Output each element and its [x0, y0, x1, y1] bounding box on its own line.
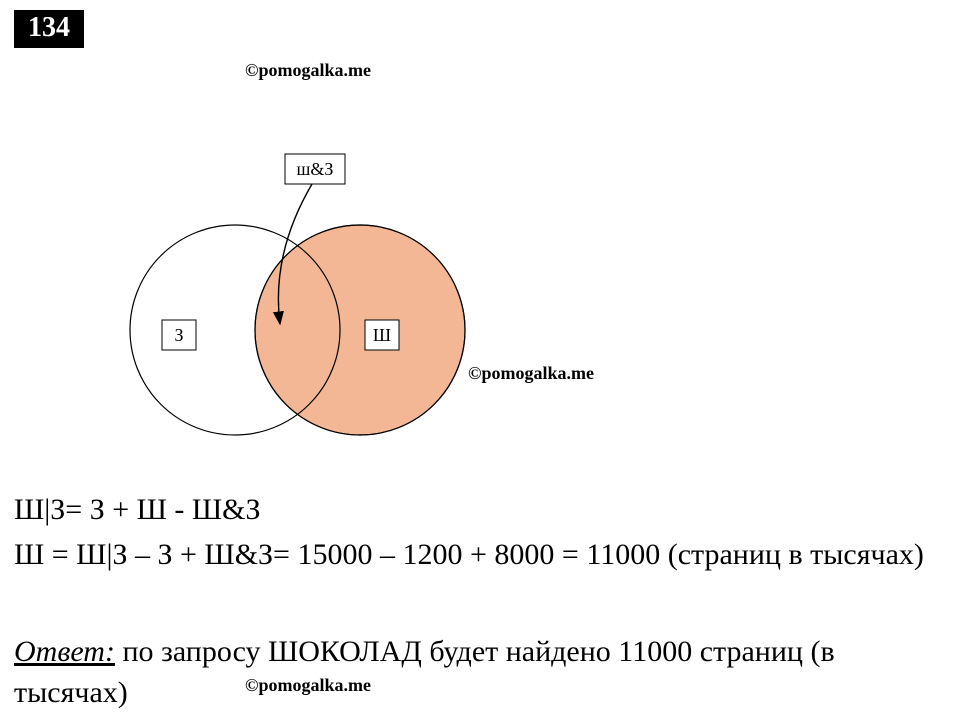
venn-diagram: ш&З З Ш: [80, 120, 500, 480]
page-root: 134 ©pomogalka.me ©pomogalka.me ©pomogal…: [0, 0, 960, 725]
venn-label-intersection-text: ш&З: [297, 159, 334, 179]
problem-number-badge: 134: [14, 10, 84, 48]
venn-label-right-text: Ш: [373, 325, 391, 345]
solution-block: Ш|З= З + Ш - Ш&З Ш = Ш|З – З + Ш&З= 1500…: [14, 490, 946, 579]
watermark-text: ©pomogalka.me: [245, 60, 371, 81]
venn-label-left-text: З: [174, 325, 183, 345]
answer-text: по запросу ШОКОЛАД будет найдено 11000 с…: [14, 635, 835, 709]
venn-svg: ш&З З Ш: [80, 120, 500, 480]
answer-label: Ответ:: [14, 635, 115, 668]
solution-line: Ш|З= З + Ш - Ш&З: [14, 490, 946, 531]
venn-circle-right: [255, 225, 465, 435]
answer-block: Ответ: по запросу ШОКОЛАД будет найдено …: [14, 632, 946, 713]
solution-line: Ш = Ш|З – З + Ш&З= 15000 – 1200 + 8000 =…: [14, 535, 946, 576]
